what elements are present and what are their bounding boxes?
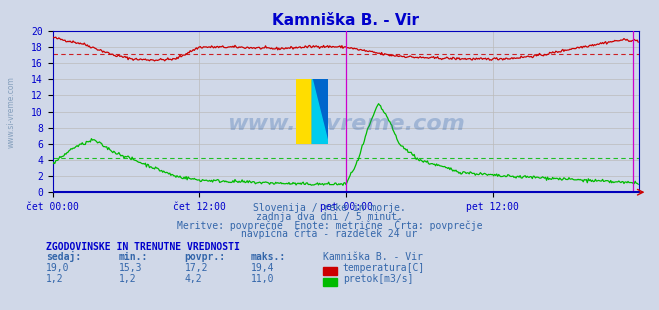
Text: www.si-vreme.com: www.si-vreme.com	[227, 114, 465, 135]
Text: navpična črta - razdelek 24 ur: navpična črta - razdelek 24 ur	[241, 229, 418, 239]
Text: 19,0: 19,0	[46, 263, 70, 273]
Text: zadnja dva dni / 5 minut.: zadnja dva dni / 5 minut.	[256, 212, 403, 222]
Text: sedaj:: sedaj:	[46, 251, 81, 262]
Text: www.si-vreme.com: www.si-vreme.com	[7, 76, 16, 148]
Text: Meritve: povprečne  Enote: metrične  Črta: povprečje: Meritve: povprečne Enote: metrične Črta:…	[177, 219, 482, 231]
Title: Kamniška B. - Vir: Kamniška B. - Vir	[272, 13, 420, 29]
Text: pretok[m3/s]: pretok[m3/s]	[343, 274, 413, 284]
Text: Kamniška B. - Vir: Kamniška B. - Vir	[323, 252, 423, 262]
Text: temperatura[C]: temperatura[C]	[343, 263, 425, 273]
Text: 19,4: 19,4	[250, 263, 274, 273]
Text: min.:: min.:	[119, 252, 148, 262]
Text: Slovenija / reke in morje.: Slovenija / reke in morje.	[253, 203, 406, 213]
Text: 1,2: 1,2	[119, 274, 136, 284]
Text: 15,3: 15,3	[119, 263, 142, 273]
Text: povpr.:: povpr.:	[185, 252, 225, 262]
Text: 11,0: 11,0	[250, 274, 274, 284]
Text: maks.:: maks.:	[250, 252, 285, 262]
Text: 17,2: 17,2	[185, 263, 208, 273]
Text: 4,2: 4,2	[185, 274, 202, 284]
Text: ZGODOVINSKE IN TRENUTNE VREDNOSTI: ZGODOVINSKE IN TRENUTNE VREDNOSTI	[46, 241, 240, 251]
Text: 1,2: 1,2	[46, 274, 64, 284]
